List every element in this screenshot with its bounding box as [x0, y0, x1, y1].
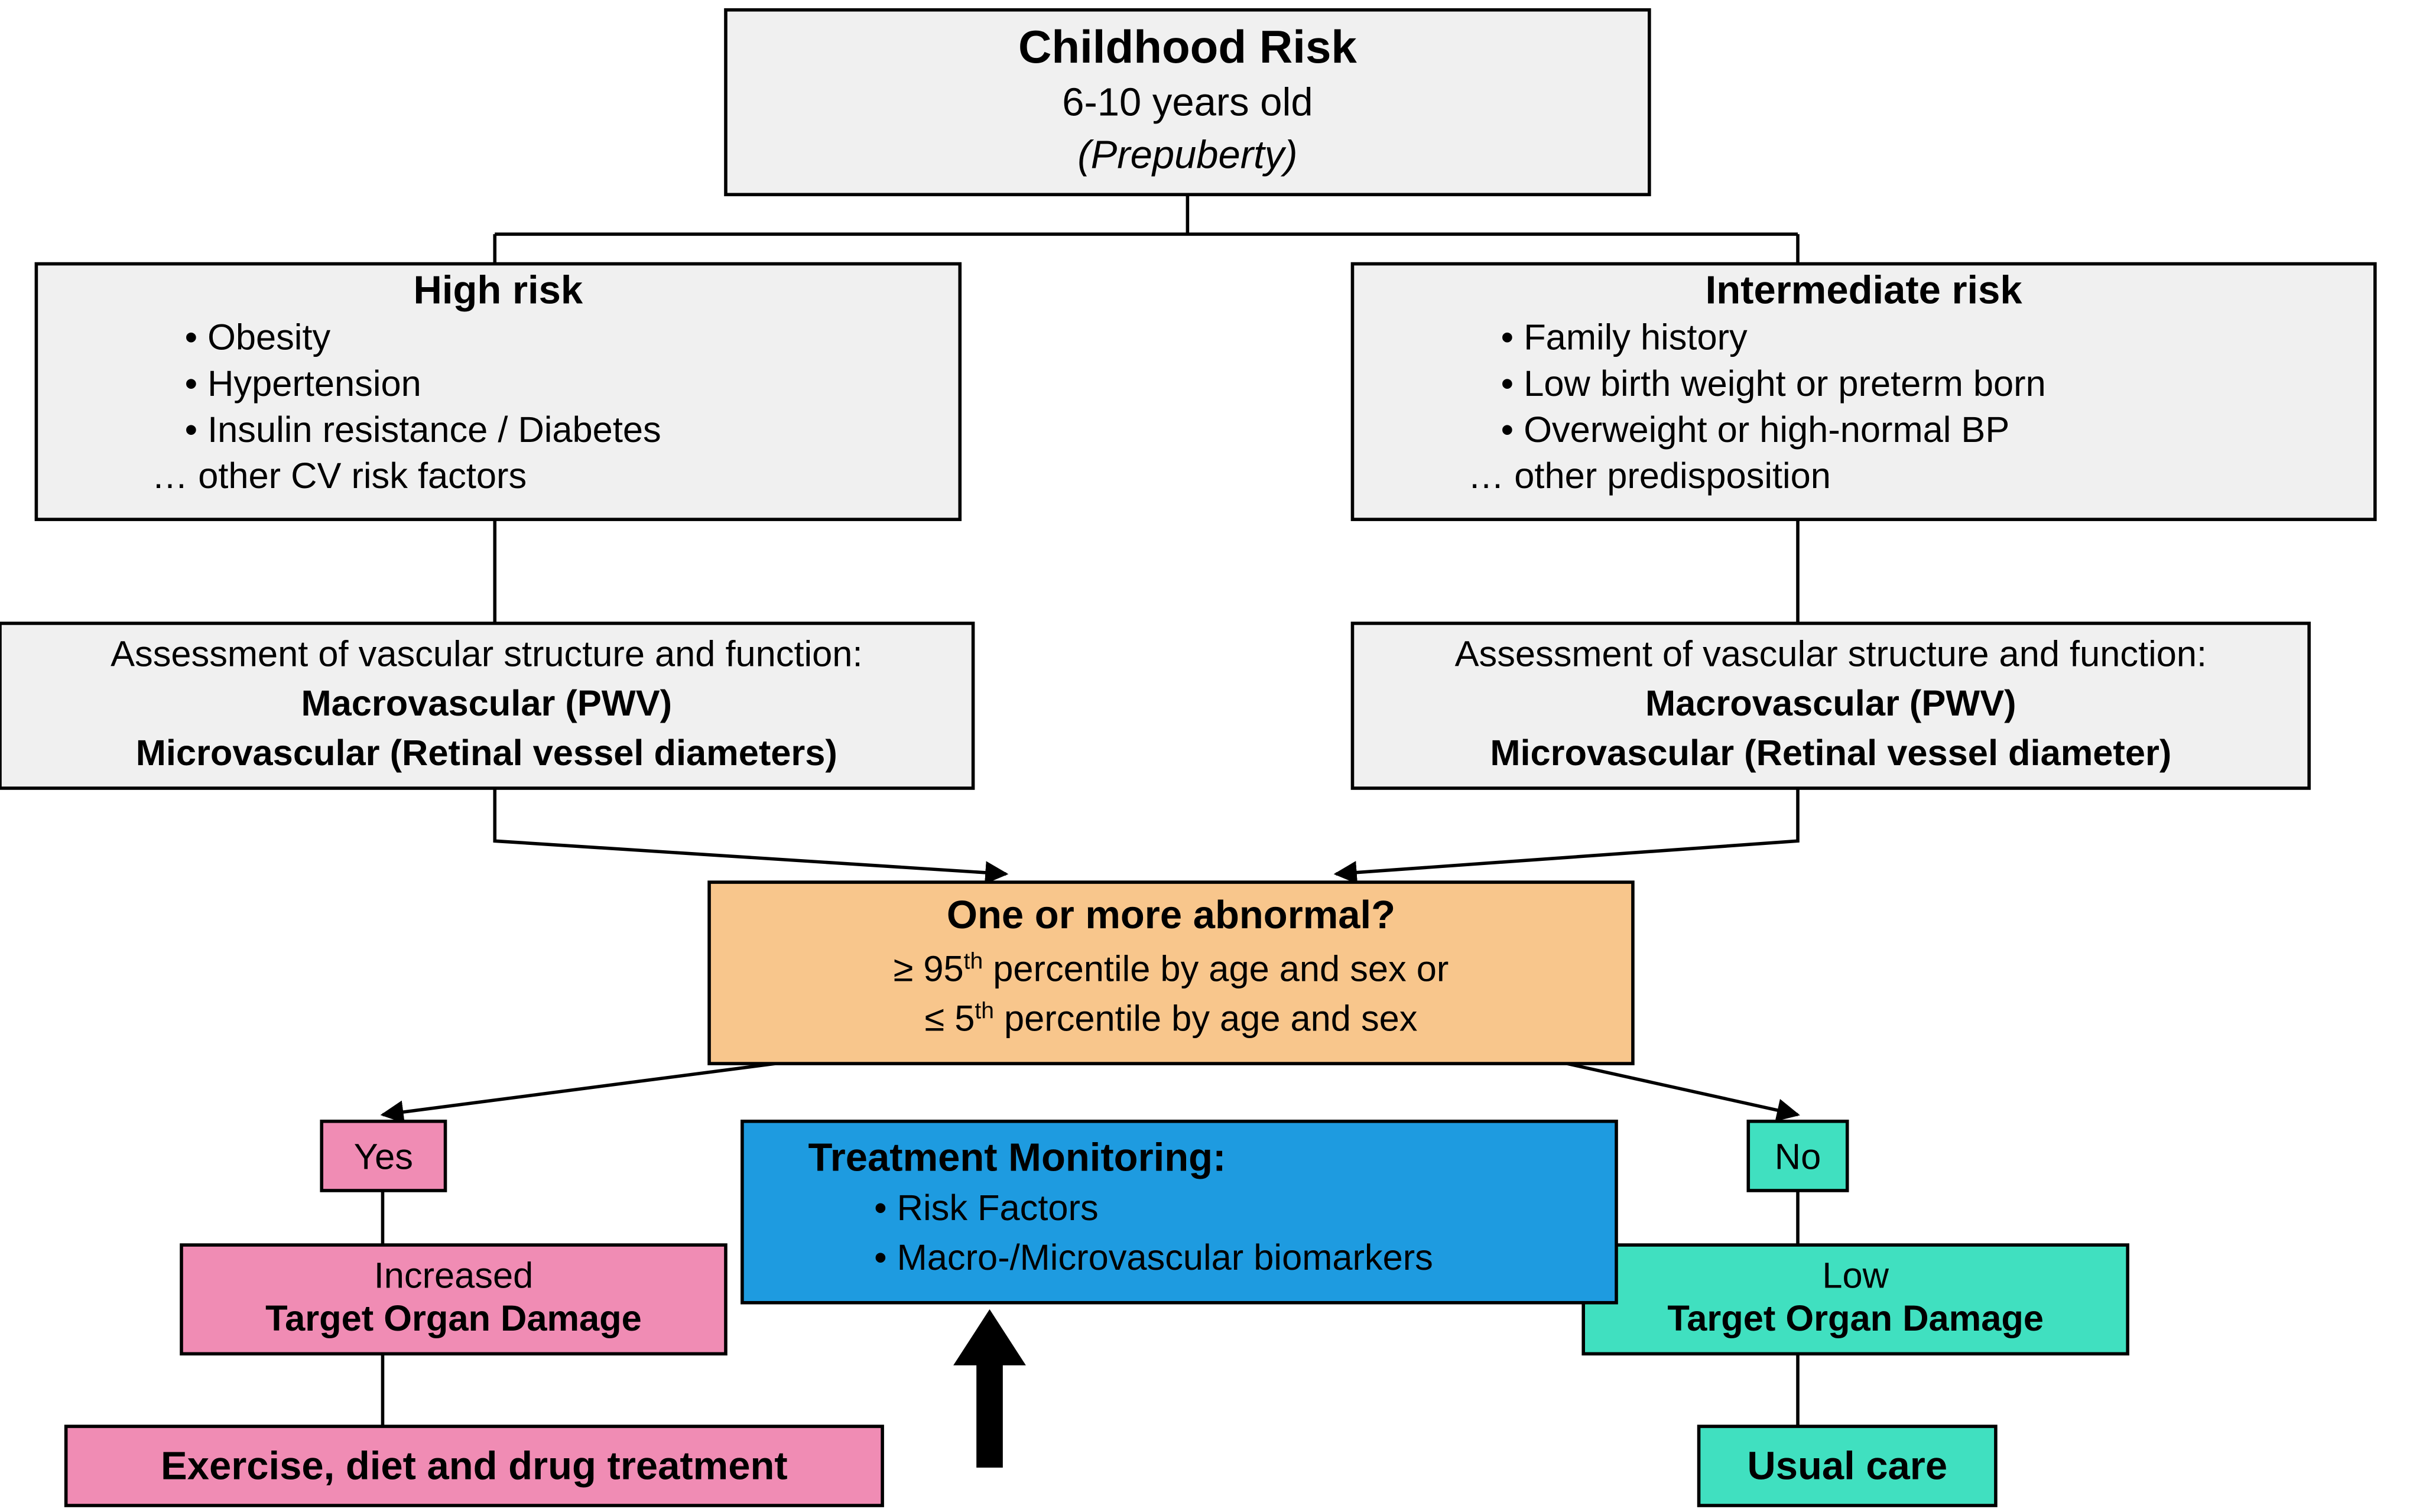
node-usual-care-label: Usual care — [1747, 1443, 1947, 1488]
node-high-risk-bullet: • Obesity — [185, 317, 331, 358]
edge-treat-to-monitor-big — [953, 1309, 1026, 1468]
decision-line3: ≤ 5th percentile by age and sex — [925, 998, 1418, 1039]
root-title: Childhood Risk — [1018, 21, 1357, 73]
node-assess-right-line3: Microvascular (Retinal vessel diameter) — [1490, 733, 2171, 773]
edge-assessR-to-dec — [1336, 788, 1798, 874]
node-high-risk-bullet: • Hypertension — [185, 363, 421, 404]
node-treatment-label: Exercise, diet and drug treatment — [161, 1443, 788, 1488]
node-assess-left-line3: Microvascular (Retinal vessel diameters) — [136, 733, 837, 773]
decision-title: One or more abnormal? — [947, 893, 1395, 937]
node-intermediate-risk-tail: … other predisposition — [1468, 456, 1831, 496]
edge-assessL-to-dec — [495, 788, 1006, 874]
node-assess-left-line2: Macrovascular (PWV) — [301, 683, 672, 724]
node-high-risk-bullet: • Insulin resistance / Diabetes — [185, 409, 661, 450]
node-high-risk-title: High risk — [414, 268, 583, 313]
node-high-risk-tail: … other CV risk factors — [152, 456, 527, 496]
monitor-title: Treatment Monitoring: — [808, 1135, 1226, 1179]
monitor-bullet: • Macro-/Microvascular biomarkers — [874, 1237, 1433, 1278]
node-intermediate-risk-bullet: • Family history — [1501, 317, 1748, 358]
monitor-bullet: • Risk Factors — [874, 1188, 1099, 1228]
node-no-label: No — [1775, 1137, 1821, 1178]
node-intermediate-risk-title: Intermediate risk — [1706, 268, 2023, 313]
node-tod-high-line2: Target Organ Damage — [265, 1298, 642, 1339]
node-intermediate-risk-bullet: • Low birth weight or preterm born — [1501, 363, 2046, 404]
root-line2: 6-10 years old — [1062, 80, 1313, 124]
edge-dec-to-no — [1567, 1064, 1798, 1115]
node-tod-high-line1: Increased — [374, 1256, 534, 1296]
node-tod-low-line1: Low — [1822, 1256, 1889, 1296]
node-assess-right-line1: Assessment of vascular structure and fun… — [1455, 633, 2207, 674]
node-yes-label: Yes — [354, 1137, 413, 1178]
edge-dec-to-yes — [382, 1064, 775, 1115]
node-assess-right-line2: Macrovascular (PWV) — [1645, 683, 2016, 724]
root-line3: (Prepuberty) — [1077, 133, 1297, 177]
node-assess-left-line1: Assessment of vascular structure and fun… — [111, 633, 862, 674]
node-tod-low-line2: Target Organ Damage — [1667, 1298, 2044, 1339]
node-intermediate-risk-bullet: • Overweight or high-normal BP — [1501, 409, 2010, 450]
